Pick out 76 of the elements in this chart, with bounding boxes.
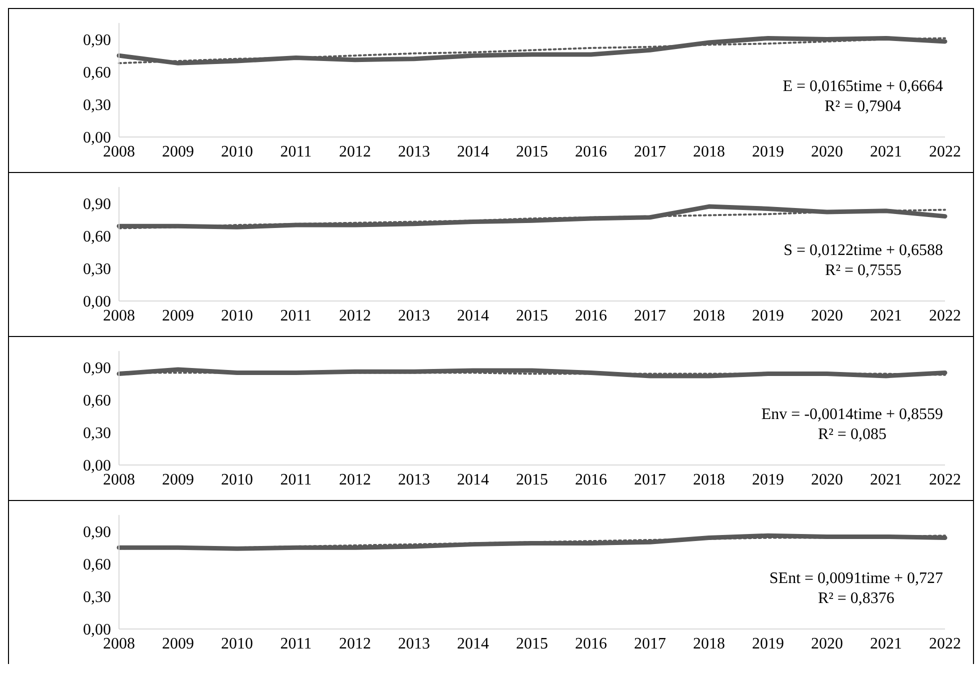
x-tick-label: 2014 [457, 143, 489, 160]
annotation: R² = 0,7904 [824, 97, 902, 117]
x-tick-label: 2016 [575, 307, 607, 324]
x-tick-label: 2013 [398, 471, 430, 488]
x-tick-label: 2010 [221, 143, 253, 160]
x-tick-label: 2010 [221, 471, 253, 488]
x-tick-label: 2020 [811, 307, 843, 324]
x-tick-label: 2022 [929, 635, 961, 652]
x-tick-label: 2011 [280, 471, 312, 488]
x-tick-label: 2016 [575, 143, 607, 160]
annotation: SEnt = 0,0091time + 0,727 [769, 569, 943, 589]
annotation: Env = -0,0014time + 0,8559 [761, 405, 943, 425]
x-tick-label: 2015 [516, 471, 548, 488]
x-tick-label: 2018 [693, 307, 725, 324]
x-tick-label: 2020 [811, 635, 843, 652]
x-tick-label: 2012 [339, 635, 371, 652]
y-tick-label: 0,60 [83, 64, 111, 82]
x-tick-label: 2013 [398, 143, 430, 160]
x-tick-label: 2016 [575, 635, 607, 652]
x-tick-label: 2019 [752, 143, 784, 160]
x-tick-label: 2022 [929, 143, 961, 160]
annotation: R² = 0,085 [816, 425, 888, 445]
x-tick-label: 2011 [280, 635, 312, 652]
x-tick-label: 2013 [398, 307, 430, 324]
x-tick-label: 2016 [575, 471, 607, 488]
x-tick-label: 2014 [457, 307, 489, 324]
x-tick-label: 2021 [870, 143, 902, 160]
x-tick-label: 2022 [929, 471, 961, 488]
x-tick-label: 2011 [280, 307, 312, 324]
annotation: S = 0,0122time + 0,6588 [784, 241, 943, 261]
x-tick-label: 2019 [752, 635, 784, 652]
x-tick-label: 2020 [811, 471, 843, 488]
x-tick-label: 2018 [693, 143, 725, 160]
x-tick-label: 2011 [280, 143, 312, 160]
y-tick-label: 0,90 [83, 524, 111, 541]
x-tick-label: 2015 [516, 143, 548, 160]
x-tick-label: 2017 [634, 143, 666, 160]
x-tick-label: 2022 [929, 307, 961, 324]
x-tick-label: 2009 [162, 143, 194, 160]
x-tick-label: 2010 [221, 307, 253, 324]
y-tick-label: 0,60 [83, 392, 111, 410]
x-tick-label: 2018 [693, 471, 725, 488]
x-tick-label: 2019 [752, 307, 784, 324]
x-tick-label: 2009 [162, 307, 194, 324]
x-tick-label: 2012 [339, 143, 371, 160]
annotation: R² = 0,7555 [824, 261, 903, 281]
y-tick-label: 0,90 [83, 32, 111, 49]
y-tick-label: 0,60 [83, 556, 111, 574]
x-tick-label: 2009 [162, 471, 194, 488]
x-tick-label: 2015 [516, 635, 548, 652]
x-tick-label: 2017 [634, 471, 666, 488]
x-tick-label: 2014 [457, 471, 489, 488]
x-tick-label: 2019 [752, 471, 784, 488]
y-tick-label: 0,30 [83, 97, 111, 114]
x-tick-label: 2012 [339, 471, 371, 488]
x-tick-label: 2017 [634, 635, 666, 652]
x-tick-label: 2018 [693, 635, 725, 652]
annotation: E = 0,0165time + 0,6664 [782, 77, 943, 97]
x-tick-label: 2012 [339, 307, 371, 324]
x-tick-label: 2021 [870, 471, 902, 488]
x-tick-label: 2014 [457, 635, 489, 652]
x-tick-label: 2021 [870, 307, 902, 324]
x-tick-label: 2015 [516, 307, 548, 324]
x-tick-label: 2017 [634, 307, 666, 324]
y-tick-label: 0,30 [83, 425, 111, 442]
x-tick-label: 2010 [221, 635, 253, 652]
y-tick-label: 0,90 [83, 196, 111, 213]
y-tick-label: 0,30 [83, 589, 111, 606]
x-tick-label: 2013 [398, 635, 430, 652]
y-tick-label: 0,60 [83, 228, 111, 246]
annotation: R² = 0,8376 [816, 589, 896, 609]
x-tick-label: 2009 [162, 635, 194, 652]
x-tick-label: 2020 [811, 143, 843, 160]
x-tick-label: 2021 [870, 635, 902, 652]
y-tick-label: 0,90 [83, 360, 111, 377]
y-tick-label: 0,30 [83, 261, 111, 278]
